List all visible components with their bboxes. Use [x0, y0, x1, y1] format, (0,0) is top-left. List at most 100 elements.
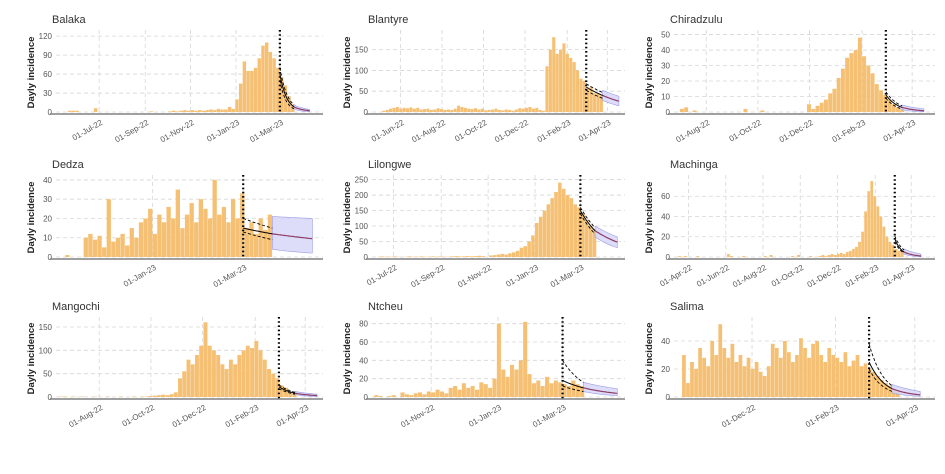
incidence-bar: [184, 214, 190, 257]
y-tick-label: 0: [364, 108, 369, 117]
incidence-bar: [264, 42, 269, 113]
incidence-bar: [241, 350, 246, 397]
fit-lower-bound: [585, 90, 603, 99]
incidence-bar: [431, 392, 436, 397]
incidence-bar: [883, 383, 888, 397]
panel-ntcheu: Ntcheu Dayly incidence 0 20 40 60 80 01-Nov-22 0…: [342, 301, 625, 429]
incidence-bar: [828, 93, 833, 112]
x-tick-label: 01-Sep-22: [113, 118, 150, 145]
fit-line: [868, 361, 893, 390]
fit-lower-bound: [579, 213, 596, 235]
incidence-bar: [423, 109, 427, 112]
incidence-bar: [65, 255, 70, 257]
y-tick-label: 40: [43, 176, 52, 185]
incidence-bar: [389, 108, 393, 112]
x-tick-label: 01-Jan-23: [504, 263, 540, 289]
incidence-bar: [271, 373, 276, 397]
incidence-bar: [769, 254, 773, 257]
incidence-bar: [900, 108, 905, 112]
incidence-bar: [778, 357, 783, 397]
y-tick-label: 0: [364, 393, 369, 402]
panel-title: Mangochi: [52, 301, 100, 313]
incidence-bar: [760, 110, 765, 112]
incidence-bar: [540, 386, 545, 397]
incidence-bar: [874, 84, 879, 112]
incidence-bar: [83, 237, 88, 257]
y-tick-label: 60: [43, 70, 52, 79]
x-tick-label: 01-Sep-22: [409, 263, 446, 290]
incidence-bar: [527, 241, 531, 257]
incidence-bar: [849, 53, 854, 112]
incidence-bar: [404, 394, 409, 397]
incidence-bar: [742, 366, 747, 397]
incidence-bar: [190, 110, 195, 112]
incidence-bar: [173, 392, 178, 397]
x-tick-label: 01-Aug-22: [410, 118, 447, 145]
incidence-bar: [412, 108, 416, 112]
incidence-bar: [558, 382, 563, 397]
incidence-bar: [115, 237, 121, 257]
incidence-bar: [276, 67, 280, 112]
incidence-bar: [861, 231, 864, 257]
incidence-bar: [387, 396, 392, 397]
incidence-bar: [596, 93, 600, 112]
incidence-bar: [528, 107, 532, 112]
y-axis-label: Dayly incidence: [342, 323, 353, 395]
incidence-bar: [408, 256, 412, 257]
incidence-bar: [488, 255, 493, 257]
incidence-bar: [582, 80, 586, 112]
incidence-bar: [811, 108, 816, 112]
incidence-bar: [842, 253, 846, 257]
incidence-bar: [581, 213, 585, 257]
incidence-bar: [175, 189, 180, 257]
y-tick-label: 10: [43, 234, 52, 243]
incidence-bar: [758, 371, 763, 397]
forecast-line: [602, 94, 620, 102]
incidence-bar: [283, 85, 288, 112]
incidence-bar: [422, 394, 427, 397]
incidence-bar: [690, 362, 694, 397]
incidence-bar: [253, 233, 259, 257]
incidence-bar: [97, 235, 102, 257]
y-tick-label: 100: [355, 222, 369, 231]
x-tick-label: 01-Jul-22: [365, 263, 399, 288]
incidence-bar: [392, 107, 396, 112]
incidence-bar: [818, 255, 822, 257]
incidence-bar: [433, 109, 437, 112]
incidence-bar: [505, 376, 510, 397]
incidence-bar: [134, 237, 139, 257]
incidence-bar: [267, 369, 271, 397]
incidence-bar: [727, 253, 730, 257]
incidence-bar: [231, 108, 235, 112]
x-tick-label: 01-Oct-22: [770, 263, 806, 289]
fit-line: [279, 74, 295, 108]
incidence-bar: [730, 255, 733, 257]
incidence-bar: [573, 204, 578, 257]
incidence-bar: [216, 355, 221, 397]
x-tick-label: 01-Oct-22: [121, 403, 157, 429]
incidence-bar: [809, 255, 813, 257]
incidence-bar: [750, 369, 755, 397]
y-tick-label: 150: [355, 46, 369, 55]
incidence-bar: [194, 222, 199, 257]
x-tick-label: 01-Apr-23: [885, 403, 921, 429]
y-tick-label: 100: [355, 66, 369, 75]
x-tick-label: 01-Dec-22: [493, 118, 530, 145]
incidence-bar: [467, 108, 471, 112]
incidence-bar: [807, 104, 811, 112]
x-tick-label: 01-Jun-22: [370, 118, 406, 144]
incidence-bar: [866, 65, 871, 112]
incidence-bar: [569, 57, 573, 112]
y-axis-label: Dayly incidence: [26, 182, 37, 254]
fit-lower-bound: [279, 80, 295, 110]
fit-upper-bound: [894, 235, 905, 251]
y-tick-label: 90: [43, 51, 52, 60]
incidence-bar: [391, 395, 396, 397]
forecast-line: [583, 387, 618, 394]
fit-line: [243, 227, 273, 235]
incidence-bar: [148, 208, 153, 257]
incidence-bar: [71, 110, 76, 112]
incidence-bar: [706, 366, 711, 397]
incidence-bar: [487, 109, 491, 112]
